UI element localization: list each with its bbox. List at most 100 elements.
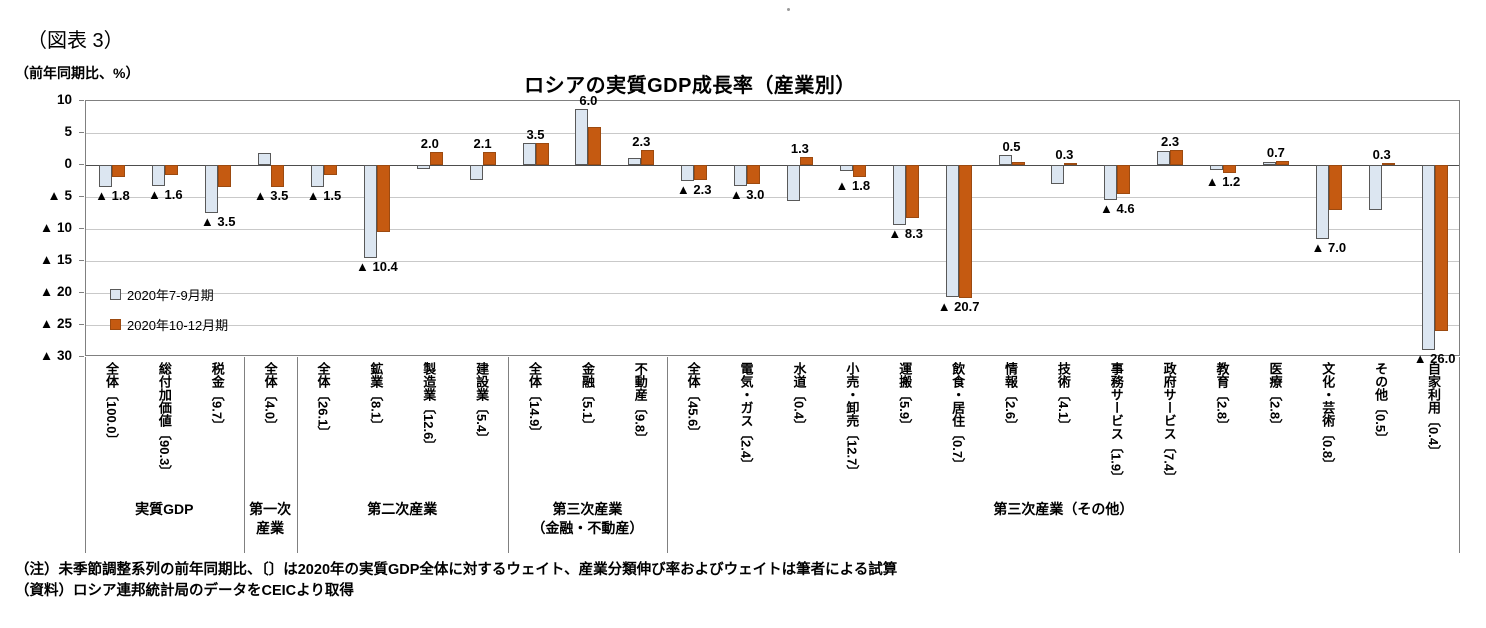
bar-series1	[205, 165, 219, 213]
bar-series1	[416, 165, 430, 169]
data-label: 2.1	[473, 135, 492, 151]
category-label: 教育〔2.8〕	[1214, 362, 1230, 433]
y-tick-mark	[79, 132, 84, 133]
plot-area: 2020年7-9月期 2020年10-12月期 ▲ 1.8 ▲ 1.6 ▲ 3.5 ▲…	[85, 93, 1460, 366]
chart-legend: 2020年7-9月期 2020年10-12月期	[110, 285, 228, 345]
bar-series1	[998, 154, 1012, 165]
bar-series1	[1262, 161, 1276, 165]
bar-series1	[311, 165, 324, 188]
bar-series2	[1275, 160, 1289, 165]
data-label: ▲ 8.3	[888, 226, 923, 242]
bar-series2	[218, 165, 232, 188]
y-tick-label: ▲ 25	[39, 316, 72, 331]
data-label: ▲ 3.5	[253, 188, 289, 204]
y-tick-label: 10	[56, 92, 72, 107]
bar-series2	[1328, 165, 1342, 210]
legend-label-oct-dec: 2020年10-12月期	[127, 318, 229, 333]
y-tick-mark	[79, 196, 84, 197]
bar-series1	[1368, 165, 1382, 210]
bar-series2	[588, 126, 602, 165]
bar-series2	[324, 165, 337, 175]
data-label: 2.3	[1161, 134, 1180, 150]
bar-series1	[1210, 165, 1223, 171]
category-label: 全体〔14.9〕	[527, 362, 543, 440]
group-separator	[666, 357, 668, 553]
category-label: 文化・芸術〔0.8〕	[1320, 362, 1336, 472]
y-tick-label: ▲ 5	[47, 188, 72, 203]
bar-series2	[1381, 163, 1395, 166]
bar-series1	[945, 165, 959, 297]
note-line-2: （資料）ロシア連邦統計局のデータをCEICより取得	[15, 583, 354, 600]
category-axis-area: 全体〔100.0〕 総付加価値〔90.3〕 税金〔9.7〕 全体〔4.0〕 全体〔26.…	[85, 357, 1460, 553]
data-label: ▲ 3.5	[200, 214, 236, 229]
bar-series1	[1315, 165, 1329, 240]
category-label: その他〔0.5〕	[1373, 362, 1389, 446]
figure-label: （図表 3）	[27, 30, 124, 52]
y-tick-mark	[79, 100, 84, 101]
data-label: 3.5	[526, 126, 545, 142]
category-label: 飲食・居住〔0.7〕	[950, 362, 966, 472]
category-label: 自家利用〔0.4〕	[1426, 362, 1442, 459]
data-label: 6.0	[579, 93, 598, 109]
y-axis-unit-label: （前年同期比、%）	[15, 65, 140, 81]
legend-swatch-oct-dec	[110, 319, 121, 330]
category-label: 電気・ガス〔2.4〕	[738, 362, 754, 472]
bar-series2	[958, 165, 972, 298]
bar-series1	[258, 152, 272, 165]
bar-series1	[839, 165, 853, 172]
gridline	[86, 133, 1459, 134]
category-label: 不動産〔9.8〕	[632, 362, 648, 446]
data-label: ▲ 3.0	[729, 186, 765, 202]
data-label: ▲ 1.8	[835, 177, 871, 193]
group-separator	[1459, 357, 1460, 553]
category-label: 小売・卸売〔12.7〕	[844, 362, 860, 479]
data-label: ▲ 4.6	[1100, 201, 1135, 217]
gridline	[86, 293, 1459, 294]
category-label: 鉱業〔8.1〕	[368, 362, 384, 433]
y-tick-label: ▲ 30	[39, 348, 72, 363]
bar-series1	[1104, 165, 1118, 201]
group-separator	[85, 357, 86, 553]
data-label: 0.7	[1266, 144, 1285, 160]
bar-series2	[1064, 163, 1078, 166]
category-label: 医療〔2.8〕	[1267, 362, 1283, 433]
bar-series2	[852, 165, 866, 177]
category-label: 事務サービス〔1.9〕	[1108, 362, 1124, 485]
bar-series2	[1223, 165, 1236, 173]
category-label: 情報〔2.6〕	[1002, 362, 1018, 433]
data-label: 2.0	[420, 136, 439, 152]
group-separator	[508, 357, 510, 553]
data-label: 0.3	[1055, 147, 1074, 163]
y-tick-label: ▲ 10	[39, 220, 72, 235]
y-tick-label: 5	[64, 124, 72, 139]
bar-series2	[1117, 165, 1131, 195]
category-label: 総付加価値〔90.3〕	[156, 362, 172, 479]
y-tick-label: 0	[64, 156, 72, 171]
bar-series1	[734, 165, 748, 186]
group-label: 実質GDP	[135, 501, 194, 517]
bar-series2	[429, 152, 443, 165]
category-label: 金融〔5.1〕	[579, 362, 595, 433]
data-label: ▲ 1.8	[95, 187, 130, 203]
data-label: ▲ 1.5	[306, 188, 342, 204]
gridline	[86, 165, 1459, 166]
bar-series2	[271, 165, 285, 188]
bar-series1	[1051, 165, 1065, 185]
category-label: 全体〔45.6〕	[685, 362, 701, 440]
gridline	[86, 261, 1459, 262]
chart-title: ロシアの実質GDP成長率（産業別）	[524, 75, 856, 97]
bar-series2	[535, 142, 549, 165]
y-axis: 10 5 0 ▲ 5 ▲ 10 ▲ 15 ▲ 20 ▲ 25 ▲ 30	[0, 92, 85, 363]
bar-series1	[469, 165, 483, 180]
category-label: 水道〔0.4〕	[791, 362, 807, 433]
bar-series2	[1011, 161, 1025, 165]
note-line-1: （注）未季節調整系列の前年同期比、〔〕は2020年の実質GDP全体に対するウェイ…	[15, 562, 898, 578]
category-label: 運搬〔5.9〕	[897, 362, 913, 433]
group-label: 第三次産業 （金融・不動産）	[531, 501, 644, 536]
y-tick-mark	[79, 164, 84, 165]
bar-series1	[152, 165, 166, 186]
bar-series2	[1170, 150, 1184, 165]
y-tick-label: ▲ 20	[39, 284, 72, 299]
bar-series1	[363, 165, 377, 258]
bar-series1	[681, 165, 695, 181]
